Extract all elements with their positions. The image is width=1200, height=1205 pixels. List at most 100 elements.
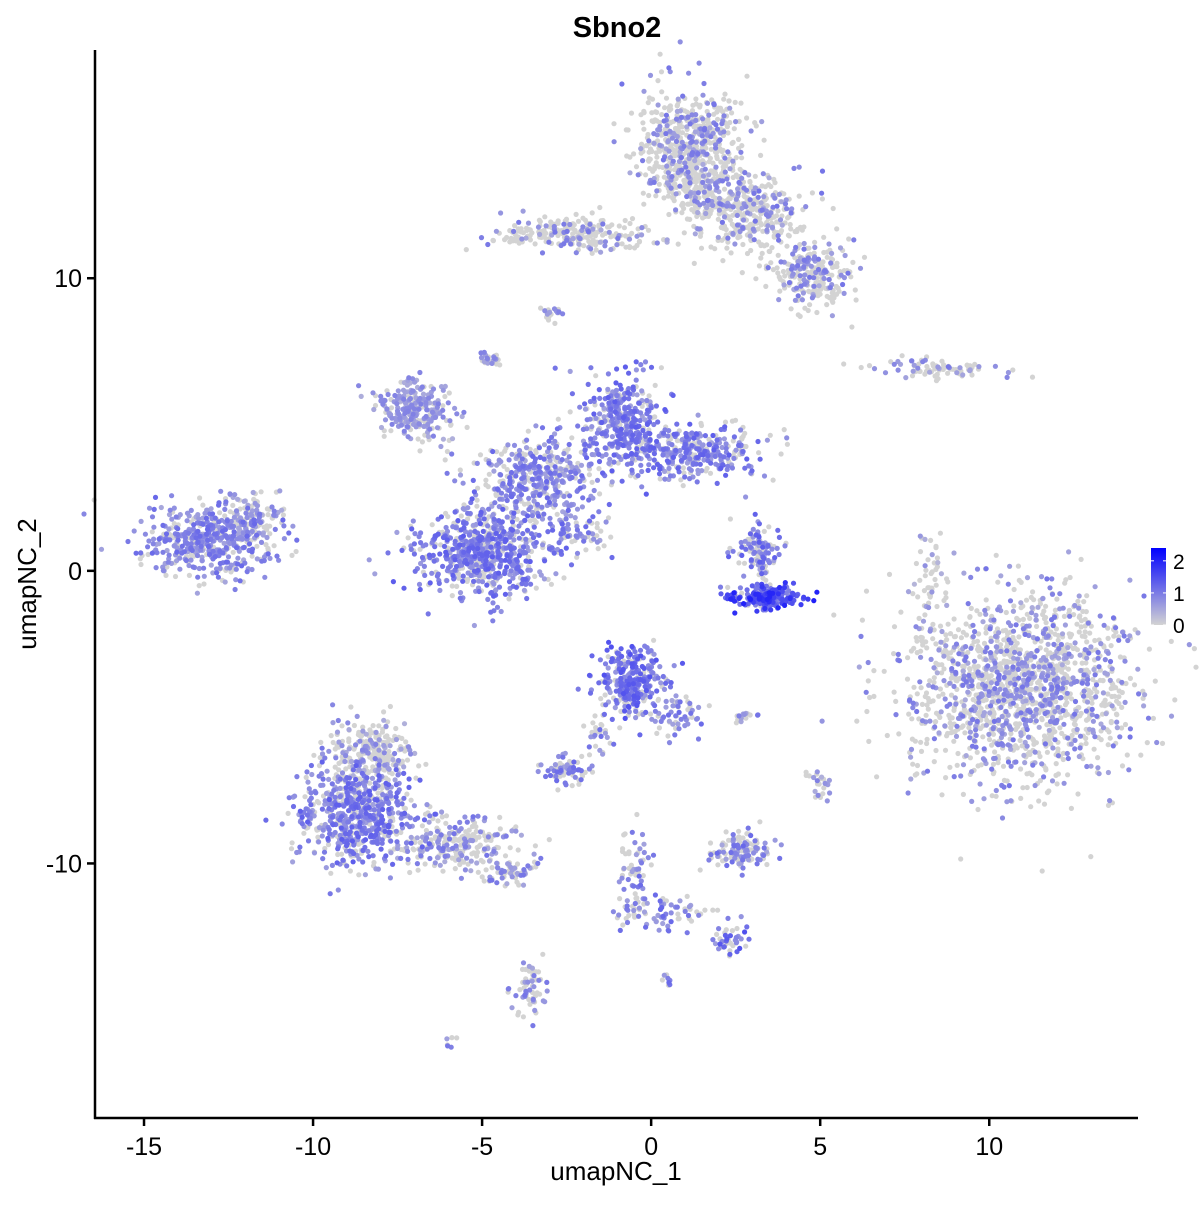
data-point: [520, 1014, 527, 1020]
data-point: [990, 771, 997, 777]
data-point: [201, 581, 207, 587]
data-point: [710, 907, 716, 913]
data-point: [1023, 698, 1029, 704]
data-point: [684, 216, 691, 222]
data-point: [666, 148, 672, 154]
data-point: [475, 849, 481, 855]
data-point: [569, 539, 575, 545]
data-point: [665, 139, 671, 145]
data-point: [922, 536, 928, 543]
data-point: [339, 851, 345, 857]
data-point: [533, 969, 539, 975]
data-point: [644, 900, 650, 906]
data-point: [933, 747, 939, 754]
data-point: [1069, 732, 1075, 739]
data-point: [937, 714, 943, 721]
data-point: [633, 852, 640, 858]
data-point: [393, 736, 399, 743]
data-point: [401, 764, 407, 770]
data-point: [753, 276, 759, 282]
data-point: [531, 851, 537, 857]
data-point: [468, 858, 474, 864]
data-point: [615, 460, 621, 466]
data-point: [293, 548, 299, 555]
data-point: [600, 751, 606, 757]
data-point: [864, 708, 870, 715]
data-point: [708, 168, 714, 174]
data-point: [1119, 763, 1126, 769]
data-point: [1102, 670, 1108, 676]
data-point: [504, 881, 510, 887]
data-point: [481, 878, 487, 884]
data-point: [653, 919, 659, 925]
data-point: [801, 224, 807, 230]
data-point: [1011, 603, 1017, 609]
data-point: [968, 605, 974, 612]
data-point: [416, 763, 422, 769]
data-point: [533, 519, 539, 525]
data-point: [739, 143, 745, 149]
data-point: [415, 436, 421, 442]
data-point: [841, 361, 847, 367]
data-point: [289, 552, 295, 559]
data-point: [1072, 640, 1078, 646]
data-point: [555, 218, 561, 224]
data-point: [722, 419, 729, 425]
data-point: [941, 666, 947, 672]
data-point: [671, 167, 678, 173]
data-point: [761, 528, 767, 535]
data-point: [1018, 600, 1024, 606]
data-point: [1030, 589, 1036, 595]
data-point: [961, 703, 967, 709]
data-point: [774, 265, 780, 271]
data-point: [464, 578, 470, 585]
data-point: [446, 830, 453, 837]
data-point: [230, 502, 236, 508]
data-point: [689, 207, 695, 213]
data-point: [507, 591, 513, 597]
data-point: [633, 164, 640, 170]
data-point: [949, 715, 955, 721]
data-point: [423, 761, 429, 767]
data-point: [829, 313, 836, 319]
data-point: [758, 255, 764, 261]
data-point: [800, 290, 807, 296]
data-point: [571, 222, 577, 228]
data-point: [1095, 755, 1101, 761]
data-point: [489, 865, 495, 871]
data-point: [1015, 724, 1021, 730]
data-point: [1017, 737, 1023, 744]
data-point: [197, 495, 203, 501]
data-point: [715, 234, 721, 240]
data-point: [1003, 670, 1009, 676]
data-point: [656, 119, 663, 126]
data-point: [627, 220, 633, 227]
data-point: [723, 829, 729, 835]
data-point: [602, 692, 608, 698]
data-point: [724, 245, 730, 251]
data-point: [626, 849, 632, 855]
data-point: [449, 593, 455, 599]
data-point: [1122, 721, 1129, 728]
data-point: [1078, 618, 1085, 624]
data-point: [893, 698, 899, 705]
data-point: [1068, 741, 1074, 747]
data-point: [641, 909, 648, 915]
data-point: [1066, 549, 1072, 555]
data-point: [929, 552, 935, 558]
data-point: [933, 641, 939, 647]
data-point: [658, 365, 665, 371]
data-point: [657, 476, 663, 482]
data-point: [672, 125, 679, 132]
data-point: [581, 723, 587, 729]
data-point: [263, 542, 269, 548]
data-point: [1124, 752, 1130, 758]
data-point: [537, 219, 543, 225]
data-point: [1150, 715, 1156, 722]
data-point: [738, 100, 744, 106]
data-point: [680, 465, 687, 471]
data-point: [933, 660, 939, 666]
data-point: [149, 529, 155, 535]
data-point: [589, 479, 595, 485]
data-point: [640, 190, 646, 196]
